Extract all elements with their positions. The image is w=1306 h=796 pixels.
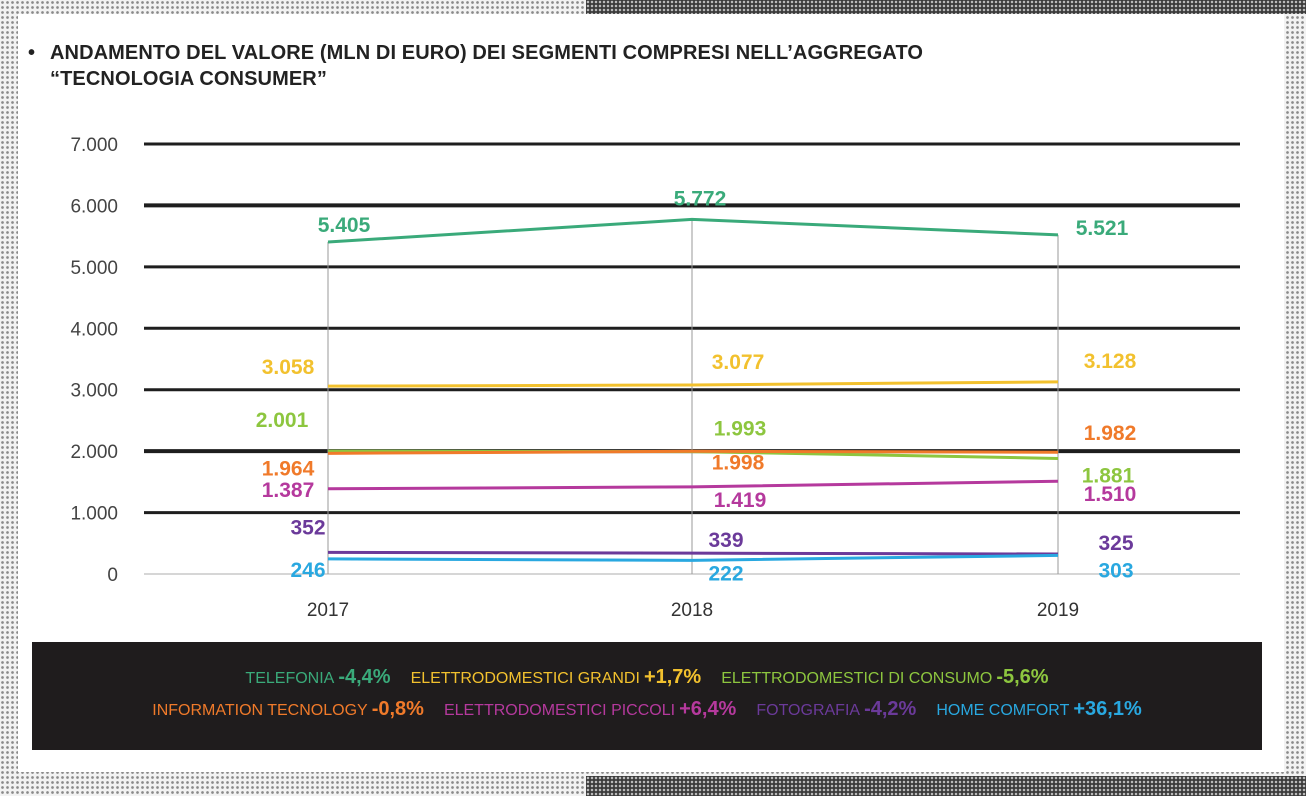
data-label: 1.387 — [262, 479, 315, 502]
data-label: 5.521 — [1076, 217, 1129, 240]
y-tick-label: 1.000 — [70, 504, 118, 525]
legend-item-home-comfort: HOME COMFORT +36,1% — [936, 698, 1141, 721]
data-label: 339 — [708, 529, 743, 552]
y-tick-label: 3.000 — [70, 381, 118, 402]
y-tick-label: 2.000 — [70, 442, 118, 463]
legend-item-change: +6,4% — [679, 698, 737, 720]
legend-item-information-tecnology: INFORMATION TECNOLOGY -0,8% — [152, 698, 424, 721]
title-line-1: ANDAMENTO DEL VALORE (MLN DI EURO) DEI S… — [50, 42, 924, 64]
legend-item-label: ELETTRODOMESTICI GRANDI — [410, 670, 640, 687]
legend-item-label: FOTOGRAFIA — [756, 702, 861, 719]
data-label: 3.077 — [712, 351, 765, 374]
x-tick-label: 2018 — [671, 600, 713, 621]
legend-item-fotografia: FOTOGRAFIA -4,2% — [756, 698, 916, 721]
bottom-dark-band — [586, 776, 1306, 796]
series-line-home-comfort — [327, 553, 1059, 562]
data-label: 303 — [1098, 559, 1133, 582]
data-label: 1.419 — [714, 489, 767, 512]
data-label: 3.128 — [1084, 350, 1137, 373]
legend-item-elettrodomestici-piccoli: ELETTRODOMESTICI PICCOLI +6,4% — [444, 698, 736, 721]
series-line-elettrodomestici-grandi — [327, 380, 1059, 388]
data-label: 3.058 — [262, 356, 315, 379]
legend-item-change: -5,6% — [996, 666, 1049, 688]
data-label: 1.982 — [1084, 422, 1137, 445]
data-label: 2.001 — [256, 409, 309, 432]
y-tick-label: 7.000 — [70, 135, 118, 156]
x-axis-tick-labels: 2017 2018 2019 — [307, 600, 1079, 621]
data-label: 352 — [290, 516, 325, 539]
legend-item-change: +1,7% — [643, 666, 702, 688]
legend-row-1: TELEFONIA -4,4% ELETTRODOMESTICI GRANDI +1,… — [32, 666, 1262, 689]
legend-item-label: TELEFONIA — [245, 670, 335, 687]
series-line-telefonia — [327, 217, 1059, 244]
x-tick-label: 2019 — [1037, 600, 1079, 621]
line-chart: 0 1.000 2.000 3.000 4.000 5.000 6.000 7.000 201… — [70, 135, 1240, 621]
legend: TELEFONIA -4,4% ELETTRODOMESTICI GRANDI +1,… — [32, 642, 1262, 750]
data-label: 5.405 — [318, 214, 371, 237]
bullet-icon: • — [28, 42, 36, 64]
data-label: 246 — [290, 559, 325, 582]
top-dark-band — [586, 0, 1306, 14]
legend-item-label: HOME COMFORT — [936, 702, 1070, 719]
legend-item-change: +36,1% — [1073, 698, 1142, 720]
x-tick-label: 2017 — [307, 600, 349, 621]
category-drop-lines — [327, 219, 1059, 574]
chart-panel: • ANDAMENTO DEL VALORE (MLN DI EURO) DEI … — [18, 14, 1284, 772]
legend-item-change: -4,4% — [338, 666, 391, 688]
legend-item-elettrodomestici-grandi: ELETTRODOMESTICI GRANDI +1,7% — [411, 666, 702, 689]
data-label: 325 — [1098, 532, 1133, 555]
legend-item-change: -0,8% — [371, 698, 424, 720]
title-line-2: “TECNOLOGIA CONSUMER” — [50, 68, 327, 90]
legend-item-elettrodomestici-di-consumo: ELETTRODOMESTICI DI CONSUMO -5,6% — [721, 666, 1048, 689]
legend-item-label: ELETTRODOMESTICI PICCOLI — [443, 702, 676, 719]
data-label: 1.998 — [712, 451, 765, 474]
y-tick-label: 5.000 — [70, 258, 118, 279]
series-line-fotografia — [327, 550, 1059, 556]
data-label: 5.772 — [674, 187, 727, 210]
legend-item-label: INFORMATION TECNOLOGY — [152, 702, 368, 719]
legend-item-telefonia: TELEFONIA -4,4% — [245, 666, 390, 689]
data-labels: 5.405 5.772 5.521 3.058 3.077 3.128 2.001 1.993… — [256, 187, 1137, 585]
y-axis-tick-labels: 0 1.000 2.000 3.000 4.000 5.000 6.000 7.000 — [70, 135, 118, 586]
chart-title: • ANDAMENTO DEL VALORE (MLN DI EURO) DEI … — [28, 40, 1128, 92]
y-tick-label: 4.000 — [70, 319, 118, 340]
legend-item-label: ELETTRODOMESTICI DI CONSUMO — [721, 670, 993, 687]
y-tick-label: 0 — [107, 565, 118, 586]
legend-row-2: INFORMATION TECNOLOGY -0,8% ELETTRODOMESTI… — [32, 698, 1262, 721]
series-line-elettrodomestici-piccoli — [327, 479, 1059, 491]
data-label: 222 — [708, 562, 743, 585]
data-label: 1.993 — [714, 418, 767, 441]
series-lines — [327, 217, 1059, 562]
data-label: 1.964 — [262, 457, 315, 480]
series-line-information-tecnology — [327, 449, 1059, 455]
data-label: 1.510 — [1084, 483, 1137, 506]
y-tick-label: 6.000 — [70, 196, 118, 217]
legend-item-change: -4,2% — [864, 698, 917, 720]
data-label: 1.881 — [1082, 464, 1135, 487]
